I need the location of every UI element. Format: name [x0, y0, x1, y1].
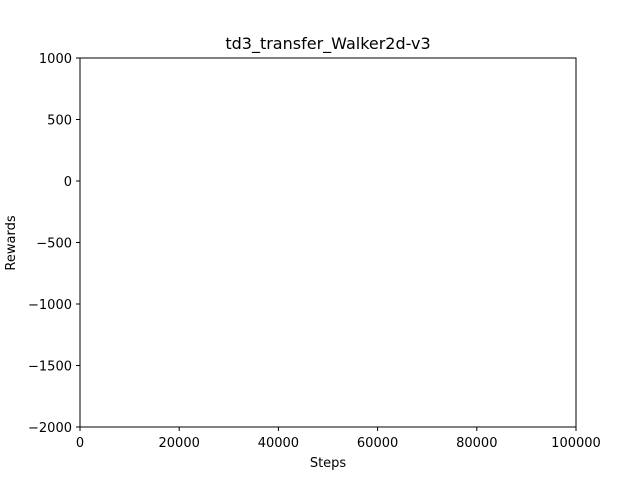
x-tick-label: 80000 [456, 436, 497, 451]
y-tick-label: −2000 [28, 421, 72, 436]
x-axis-label: Steps [310, 456, 347, 471]
y-tick-label: 1000 [39, 52, 72, 67]
x-tick-label: 40000 [258, 436, 299, 451]
x-axis: 0 20000 40000 60000 80000 100000 [76, 427, 601, 451]
y-tick-label: 0 [64, 175, 72, 190]
x-tick-label: 100000 [551, 436, 601, 451]
y-tick-label: 500 [47, 114, 72, 129]
x-tick-label: 60000 [357, 436, 398, 451]
x-tick-label: 0 [76, 436, 84, 451]
y-axis-label: Rewards [4, 215, 19, 270]
y-tick-label: −1500 [28, 360, 72, 375]
y-tick-label: −500 [36, 237, 72, 252]
plot-area [79, 57, 577, 428]
y-axis: −2000 −1500 −1000 −500 0 500 1000 [28, 52, 80, 436]
y-tick-label: −1000 [28, 298, 72, 313]
chart-title: td3_transfer_Walker2d-v3 [225, 34, 430, 54]
x-tick-label: 20000 [159, 436, 200, 451]
